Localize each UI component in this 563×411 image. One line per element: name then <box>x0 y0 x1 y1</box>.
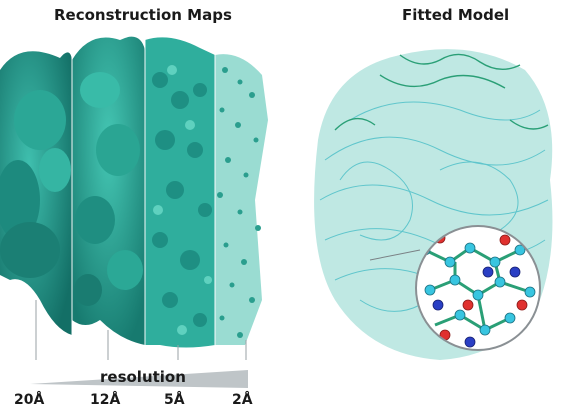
tick-label-12a: 12Å <box>90 392 121 408</box>
zoom-pointer-line <box>369 249 421 261</box>
resolution-label: resolution <box>100 368 186 386</box>
fitted-model-title: Fitted Model <box>402 6 510 24</box>
band-dividers <box>71 30 216 345</box>
map-2a-band <box>215 54 268 346</box>
zoom-lens <box>415 225 541 351</box>
resolution-tick-lines <box>35 300 247 360</box>
tick-label-20a: 20Å <box>14 392 45 408</box>
map-20a-band <box>0 51 73 335</box>
map-5a-band <box>145 37 215 348</box>
tick-label-5a: 5Å <box>164 392 185 408</box>
map-12a-band <box>72 36 145 346</box>
reconstruction-maps-title: Reconstruction Maps <box>54 6 232 24</box>
resolution-wedge <box>30 370 248 388</box>
tick-label-2a: 2Å <box>232 392 253 408</box>
